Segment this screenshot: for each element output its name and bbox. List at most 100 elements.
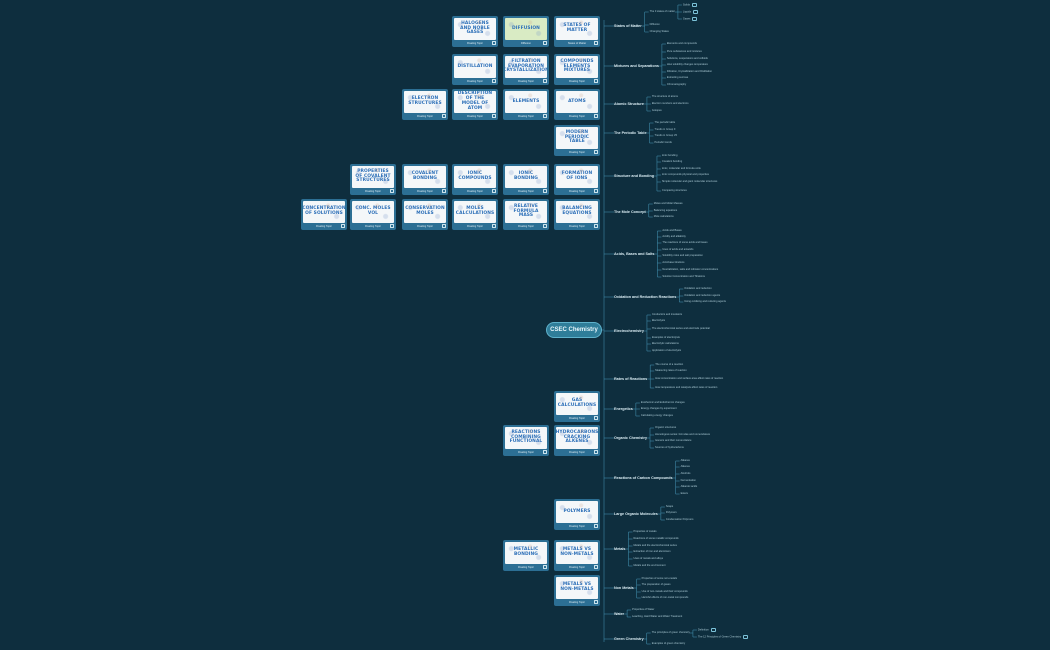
link-icon[interactable] [692, 17, 698, 22]
expand-icon[interactable] [593, 599, 598, 604]
floating-topic-card[interactable]: Concentration of Solutions Floating Topic [301, 199, 347, 230]
floating-topic-card[interactable]: States of Matter States of Matter [554, 16, 600, 47]
subtopic[interactable]: Acids and Bases [662, 229, 682, 233]
floating-topic-card[interactable]: Properties of Covalent Structures Floatin… [350, 164, 396, 195]
branch-green[interactable]: Green Chemistry [614, 637, 644, 641]
root-topic[interactable]: CSEC Chemistry [546, 322, 602, 338]
subtopic[interactable]: Diffusion [649, 23, 660, 27]
subtopic[interactable]: Electrolysis [651, 319, 666, 323]
expand-icon[interactable] [491, 113, 496, 118]
floating-topic-card[interactable]: Gas Calculations Floating Topic [554, 391, 600, 422]
floating-topic-card[interactable]: Metals vs Non-Metals Floating Topic [554, 575, 600, 606]
subtopic[interactable]: Acid-base titrations [662, 261, 685, 265]
branch-periodic[interactable]: The Periodic Table [614, 131, 647, 135]
floating-topic-card[interactable]: Balancing Equations Floating Topic [554, 199, 600, 230]
branch-energetics[interactable]: Energetics [614, 407, 633, 411]
subtopic[interactable]: Exothermic and Endothermic changes [640, 401, 685, 405]
branch-acids[interactable]: Acids, Bases and Salts [614, 252, 655, 256]
subtopic[interactable]: The reactions of some acids and bases [662, 241, 708, 245]
subtopic[interactable]: Polymers [665, 511, 677, 515]
expand-icon[interactable] [389, 223, 394, 228]
subtopic[interactable]: Metals and the electrochemical series [633, 544, 677, 548]
subtopic[interactable]: Neutralization, salts and indicator conc… [662, 268, 719, 272]
link-icon[interactable] [693, 10, 699, 15]
subtopic[interactable]: Trends in Group VII [654, 134, 678, 138]
subtopic[interactable]: Calculating energy changes [640, 414, 673, 418]
floating-topic-card[interactable]: Filtration Evaporation Crystallization Fl… [503, 54, 549, 85]
floating-topic-card[interactable]: Distillation Floating Topic [452, 54, 498, 85]
expand-icon[interactable] [441, 113, 446, 118]
floating-topic-card[interactable]: Atoms Floating Topic [554, 89, 600, 120]
sub-subtopic[interactable]: Solids [683, 3, 697, 8]
floating-topic-card[interactable]: Metallic Bonding Floating Topic [503, 540, 549, 571]
subtopic[interactable]: Filtration, Crystallization and Distilla… [666, 70, 713, 74]
subtopic[interactable]: How concentration and surface area affec… [655, 377, 724, 381]
floating-topic-card[interactable]: Elements Floating Topic [503, 89, 549, 120]
subtopic[interactable]: Oxidation and reduction [684, 287, 712, 291]
floating-topic-card[interactable]: Reactions Combining Functional Floating T… [503, 425, 549, 456]
expand-icon[interactable] [542, 449, 547, 454]
subtopic[interactable]: Examples of electrolysis [651, 336, 680, 340]
subtopic[interactable]: Oxidation and reduction agents [684, 294, 721, 298]
subtopic[interactable]: The electrochemical series and electrode… [651, 327, 710, 331]
sub-subtopic[interactable]: Definition [698, 628, 716, 633]
expand-icon[interactable] [542, 78, 547, 83]
expand-icon[interactable] [491, 40, 496, 45]
expand-icon[interactable] [389, 188, 394, 193]
subtopic[interactable]: Trends in Group II [654, 128, 676, 132]
branch-large[interactable]: Large Organic Molecules [614, 512, 658, 516]
subtopic[interactable]: How temperature and catalysts affect rat… [655, 386, 718, 390]
subtopic[interactable]: Periodic trends [654, 141, 672, 145]
link-icon[interactable] [743, 635, 749, 640]
branch-redox[interactable]: Oxidation and Reduction Reactions [614, 295, 677, 299]
subtopic[interactable]: The structure of atoms [651, 95, 678, 99]
subtopic[interactable]: Metals and the environment [633, 564, 666, 568]
subtopic[interactable]: Properties of Water [632, 608, 655, 612]
expand-icon[interactable] [441, 223, 446, 228]
link-icon[interactable] [691, 3, 697, 8]
expand-icon[interactable] [593, 223, 598, 228]
expand-icon[interactable] [593, 113, 598, 118]
subtopic[interactable]: Condensation Polymers [665, 518, 694, 522]
floating-topic-card[interactable]: Formation of Ions Floating Topic [554, 164, 600, 195]
subtopic[interactable]: Reactions of some metallic compounds [633, 537, 679, 541]
branch-mole[interactable]: The Mole Concept [614, 210, 646, 214]
subtopic[interactable]: Properties of metals [633, 530, 657, 534]
subtopic[interactable]: Using oxidising and reducing agents [684, 300, 726, 304]
subtopic[interactable]: Changing States [649, 30, 669, 34]
floating-topic-card[interactable]: Covalent Bonding Floating Topic [402, 164, 448, 195]
branch-states[interactable]: States of Matter [614, 24, 642, 28]
expand-icon[interactable] [542, 188, 547, 193]
floating-topic-card[interactable]: Metals vs Non-Metals Floating Topic [554, 540, 600, 571]
subtopic[interactable]: Organic structures [655, 426, 677, 430]
expand-icon[interactable] [542, 223, 547, 228]
expand-icon[interactable] [593, 78, 598, 83]
expand-icon[interactable] [593, 415, 598, 420]
subtopic[interactable]: Elements and compounds [666, 42, 697, 46]
subtopic[interactable]: Electron numbers and electrons [651, 102, 689, 106]
floating-topic-card[interactable]: Halogens and Noble Gases Floating Topic [452, 16, 498, 47]
floating-topic-card[interactable]: Electron Structures Floating Topic [402, 89, 448, 120]
floating-topic-card[interactable]: Ionic Bonding Floating Topic [503, 164, 549, 195]
subtopic[interactable]: Pure substances and mixtures [666, 50, 702, 54]
subtopic[interactable]: Homologous series: formulas and nomencla… [655, 433, 711, 437]
subtopic[interactable]: Uses of metals and alloys [633, 557, 664, 561]
branch-electro[interactable]: Electrochemistry [614, 329, 644, 333]
sub-subtopic[interactable]: The 12 Principles of Green Chemistry [698, 635, 749, 640]
subtopic[interactable]: The principles of green chemistry [651, 631, 690, 635]
expand-icon[interactable] [593, 449, 598, 454]
floating-topic-card[interactable]: Conc. Moles Vol Floating Topic [350, 199, 396, 230]
subtopic[interactable]: Solutions, suspensions and colloids [666, 57, 708, 61]
floating-topic-card[interactable]: Polymers Floating Topic [554, 499, 600, 530]
branch-organic[interactable]: Organic Chemistry [614, 436, 647, 440]
subtopic[interactable]: Harmful effects of non-metal compounds [641, 596, 689, 600]
sub-subtopic[interactable]: Liquids [683, 10, 699, 15]
subtopic[interactable]: Alkenes [680, 465, 690, 469]
subtopic[interactable]: Alkanes [680, 459, 690, 463]
subtopic[interactable]: Ionic bonding [661, 154, 678, 158]
expand-icon[interactable] [593, 188, 598, 193]
subtopic[interactable]: The preparation of gases [641, 583, 671, 587]
subtopic[interactable]: Electrolytic calculations [651, 342, 679, 346]
subtopic[interactable]: Isotopes [651, 109, 662, 113]
subtopic[interactable]: Solution Concentration and Titrations [662, 275, 705, 279]
